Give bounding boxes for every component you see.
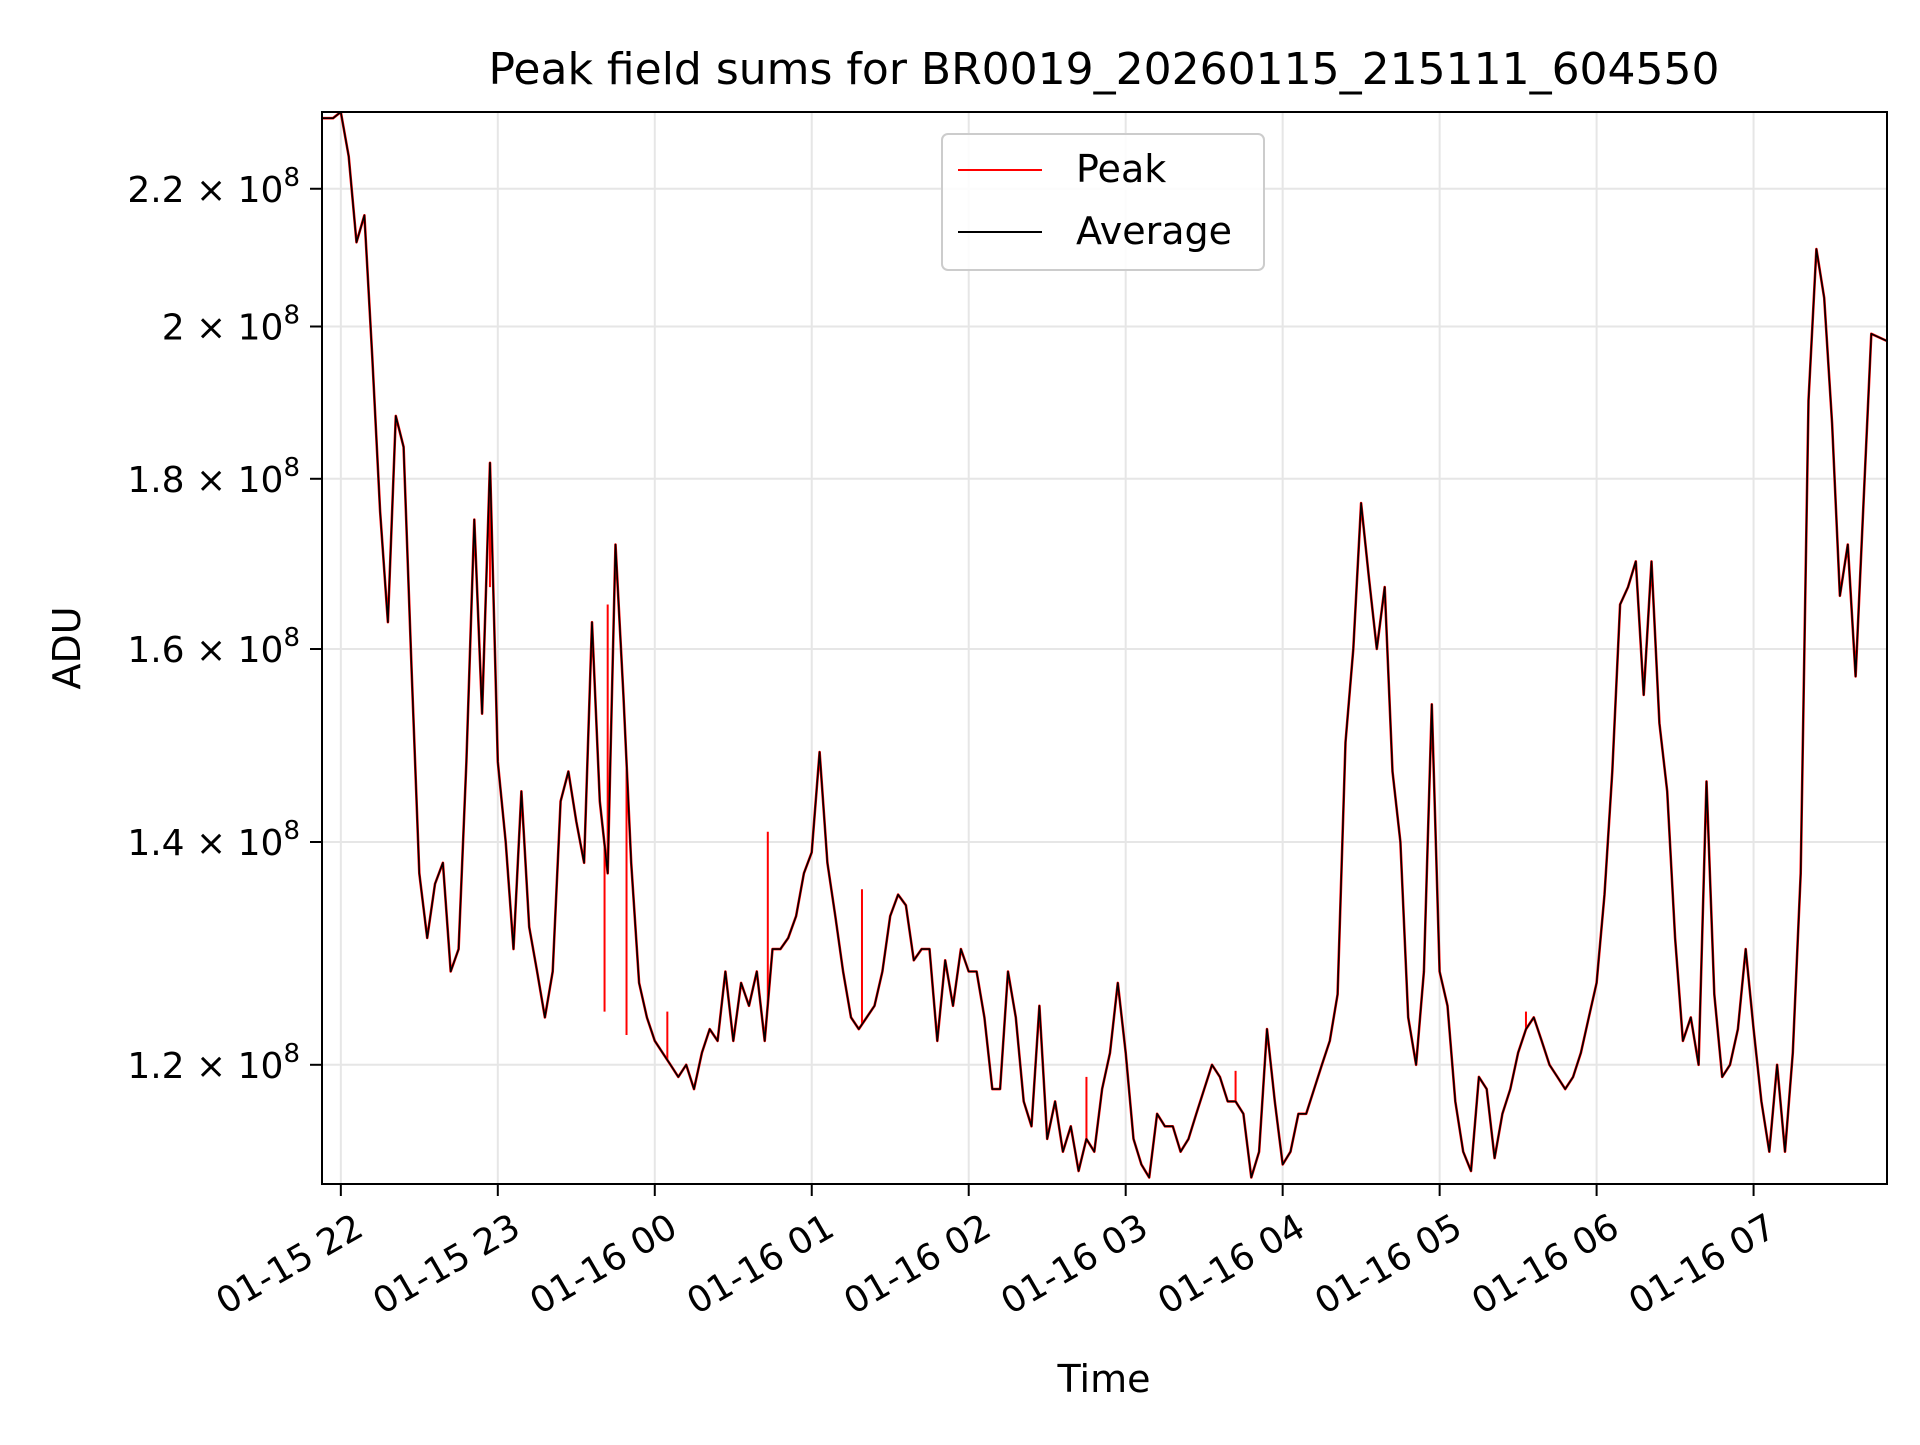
y-tick-exponent: 8 — [283, 453, 300, 483]
series-layer — [322, 112, 1887, 1179]
chart-title: Peak field sums for BR0019_20260115_2151… — [488, 44, 1719, 95]
y-tick-exponent: 8 — [283, 1039, 300, 1069]
x-axis-label: Time — [1057, 1357, 1151, 1401]
y-tick-exponent: 8 — [283, 816, 300, 846]
y-tick-exponent: 8 — [283, 301, 300, 331]
y-tick-label: 1.8 × 108 — [127, 453, 300, 501]
y-tick-mantissa: 1.4 × 10 — [127, 823, 283, 864]
legend-peak-label: Peak — [1076, 147, 1166, 191]
grid — [322, 112, 1887, 1184]
y-axis-label: ADU — [45, 606, 89, 689]
y-tick-label: 2 × 108 — [162, 301, 300, 349]
legend-box — [941, 133, 1265, 271]
legend-average-label: Average — [1076, 209, 1232, 253]
plot-frame — [321, 111, 1888, 1185]
y-tick-mantissa: 2.2 × 10 — [127, 170, 283, 211]
legend: Peak Average — [941, 133, 1265, 271]
y-tick-label: 2.2 × 108 — [127, 163, 300, 211]
y-tick-label: 1.6 × 108 — [127, 623, 300, 671]
y-tick-mantissa: 1.6 × 10 — [127, 630, 283, 671]
y-tick-label: 1.4 × 108 — [127, 816, 300, 864]
y-tick-exponent: 8 — [283, 623, 300, 653]
y-tick-mantissa: 1.2 × 10 — [127, 1046, 283, 1087]
y-tick-mantissa: 2 × 10 — [162, 308, 284, 349]
average-series — [322, 112, 1887, 1179]
y-tick-exponent: 8 — [283, 163, 300, 193]
y-tick-label: 1.2 × 108 — [127, 1039, 300, 1087]
y-tick-mantissa: 1.8 × 10 — [127, 460, 283, 501]
average-line — [322, 112, 1887, 1179]
